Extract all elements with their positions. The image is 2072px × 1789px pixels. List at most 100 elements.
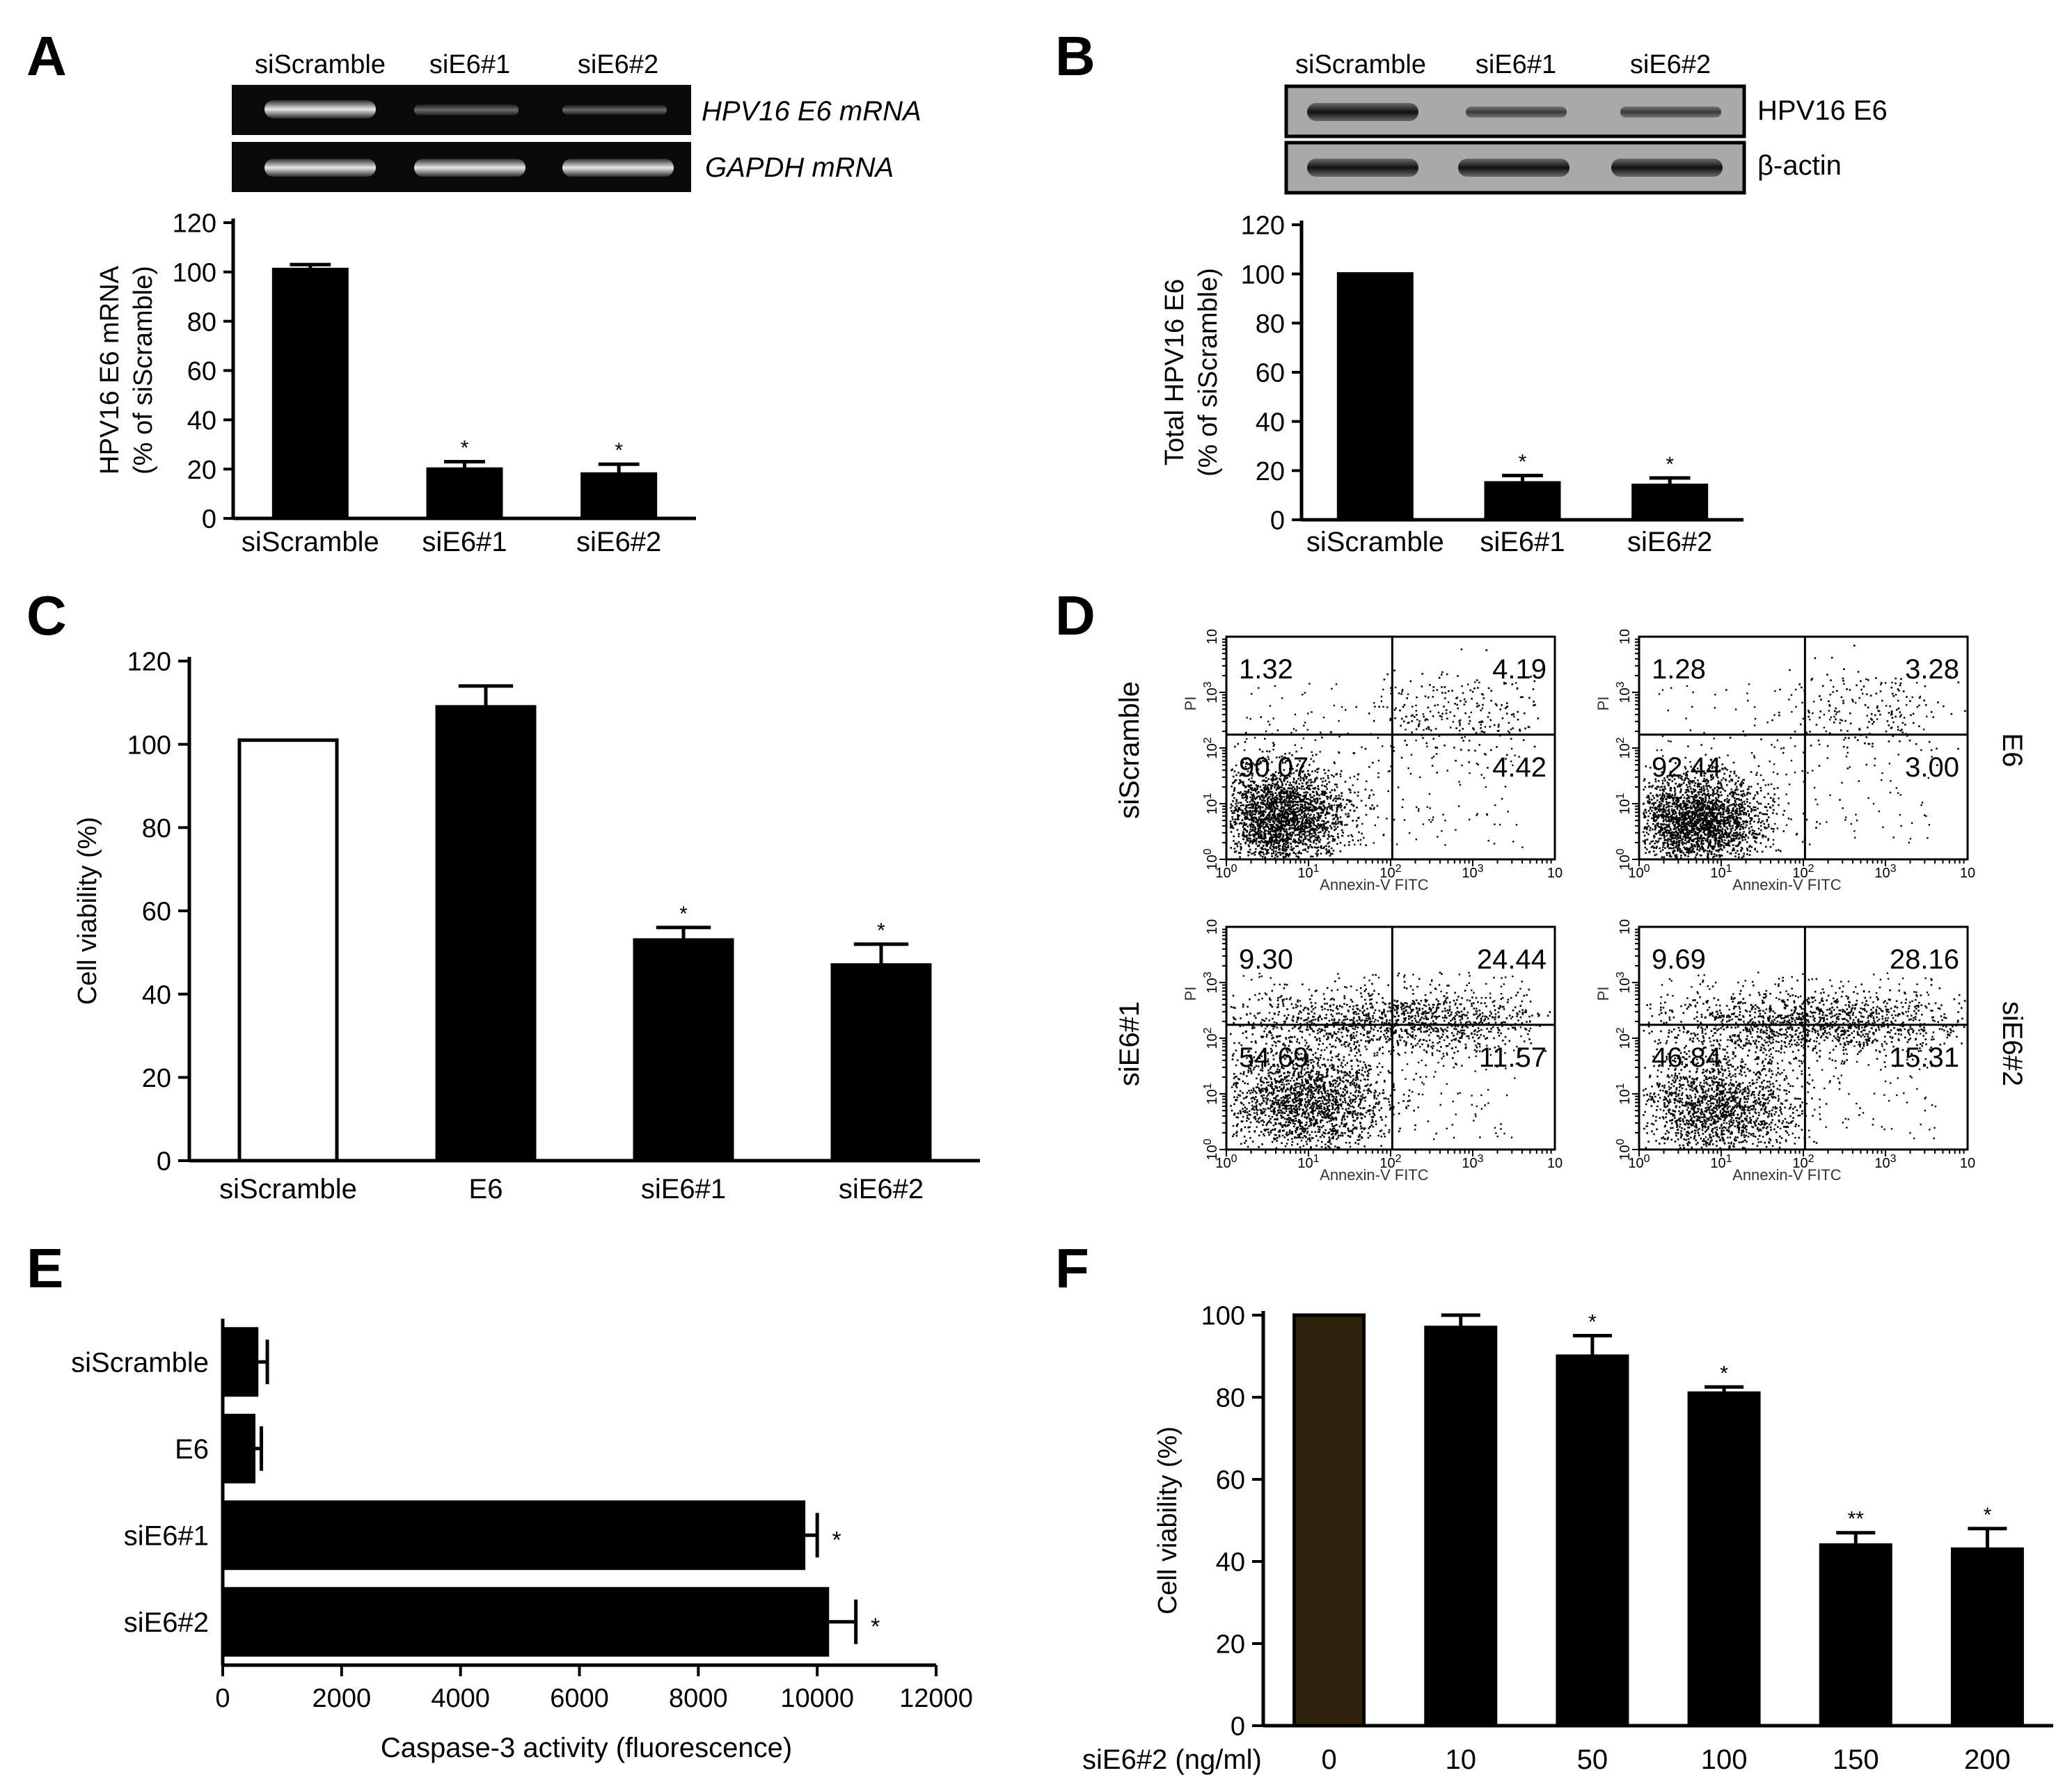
x-tick-label: 200 (1964, 1744, 2011, 1775)
x-tick-label: 12000 (899, 1684, 973, 1713)
y-tick-label: 103 (1615, 681, 1633, 703)
y-tick-label: 10 (1205, 629, 1220, 644)
x-tick-label: 10000 (780, 1684, 854, 1713)
gel-a-band (264, 159, 376, 177)
panel-letter-a: A (26, 25, 67, 87)
y-axis-label: PI (1595, 697, 1612, 711)
x-tick-label: 100 (1701, 1744, 1748, 1775)
bar-siE6#2 (1631, 484, 1709, 522)
x-tick-label: 10 (1960, 866, 1975, 881)
quadrant-value-ur: 4.19 (1492, 654, 1547, 685)
y-tick-label: 80 (1216, 1384, 1245, 1413)
x-tick-label: 50 (1577, 1744, 1608, 1775)
panel-letter-c: C (26, 585, 67, 646)
flow-events (1230, 971, 1551, 1150)
significance-mark: * (1984, 1504, 1992, 1527)
flow-row-label: siE6#1 (1114, 1001, 1145, 1086)
y-tick-label: 60 (1256, 359, 1285, 388)
y-tick-label: 0 (157, 1147, 171, 1177)
x-tick-label: siE6#2 (1627, 527, 1712, 557)
blot-b-label-2: β-actin (1757, 150, 1842, 181)
significance-mark: ** (1848, 1508, 1865, 1531)
y-tick-label: 20 (187, 456, 216, 485)
y-tick-label: 10 (1618, 629, 1633, 644)
x-tick-label: siScramble (1306, 527, 1444, 557)
quadrant-value-lr: 15.31 (1890, 1042, 1959, 1073)
y-tick-label: 101 (1615, 793, 1633, 814)
panel-d-flow: siScramble siE6#1 E6 siE6#2 1.32 4.19 90.0… (1114, 629, 2027, 1184)
y-tick-label: 20 (1216, 1630, 1245, 1660)
chart-b-bar: 0 20 40 60 80 100 120 siScramble * siE6#1 * siE6#2 T… (1160, 212, 1743, 557)
x-tick-label: siE6#1 (641, 1174, 726, 1204)
quadrant-value-ur: 3.28 (1905, 654, 1959, 685)
quadrant-value-ul: 9.69 (1652, 944, 1706, 975)
y-tick-label: 103 (1615, 971, 1633, 993)
x-tick-label: siE6#2 (576, 527, 661, 557)
x-axis-label: Annexin-V FITC (1320, 1166, 1429, 1184)
x-axis-label: Annexin-V FITC (1732, 876, 1842, 893)
y-tick-label: 60 (142, 898, 171, 927)
y-tick-label: 120 (1241, 212, 1285, 241)
significance-mark: * (679, 903, 688, 925)
panel-letter-e: E (26, 1237, 63, 1299)
y-axis-label: HPV16 E6 mRNA (95, 265, 125, 475)
blot-b-band (1466, 106, 1567, 118)
x-tick-label: 2000 (313, 1684, 372, 1713)
bar-siE6#1 (426, 467, 503, 520)
quadrant-value-ur: 28.16 (1890, 944, 1959, 975)
gel-a-lane-1: siScramble (255, 50, 386, 79)
gel-a-label-2: GAPDH mRNA (705, 152, 894, 183)
chart-e-hbar: 0 2000 4000 6000 8000 10000 12000 siScramble E6 *… (71, 1319, 973, 1763)
panel-letter-d: D (1055, 585, 1096, 646)
bar-siE6#2 (830, 963, 932, 1163)
x-axis-label: Annexin-V FITC (1732, 1166, 1842, 1184)
x-tick-label: 10 (1960, 1156, 1975, 1171)
blot-b-label-1: HPV16 E6 (1757, 95, 1888, 126)
quadrant-value-lr: 4.42 (1492, 752, 1547, 783)
y-tick-label: 100 (1202, 848, 1220, 870)
y-tick-label: E6 (175, 1434, 209, 1465)
quadrant-value-lr: 3.00 (1905, 752, 1959, 783)
quadrant-value-ul: 1.28 (1652, 654, 1706, 685)
x-tick-label: siE6#2 (839, 1174, 924, 1204)
x-tick-label: 6000 (550, 1684, 609, 1713)
y-tick-label: 100 (1202, 1138, 1220, 1160)
bar-50 (1556, 1354, 1629, 1728)
y-tick-label: 20 (142, 1064, 171, 1093)
quadrant-value-ul: 1.32 (1239, 654, 1293, 685)
y-tick-label: 60 (187, 357, 216, 386)
y-tick-label: siE6#2 (124, 1607, 209, 1638)
y-tick-label: 100 (1201, 1302, 1245, 1331)
bar-100 (1687, 1391, 1761, 1728)
y-tick-label: 102 (1202, 1027, 1220, 1049)
panel-letter-f: F (1055, 1237, 1089, 1299)
y-tick-label: 80 (142, 814, 171, 843)
gel-a-label-1: HPV16 E6 mRNA (702, 96, 922, 127)
significance-mark: * (1720, 1362, 1728, 1385)
y-tick-label: 10 (1618, 919, 1633, 935)
y-axis-label: (% of siScramble) (129, 266, 158, 475)
bar-siScramble (271, 267, 349, 520)
y-tick-label: 40 (1216, 1548, 1245, 1577)
x-tick-label: 10 (1446, 1744, 1477, 1775)
panel-letter-b: B (1055, 25, 1096, 87)
y-tick-label: 100 (1615, 848, 1633, 870)
flow-row-label: siScramble (1114, 681, 1145, 819)
x-tick-label: 8000 (669, 1684, 728, 1713)
y-axis-label: PI (1595, 987, 1612, 1001)
blot-b-band (1620, 106, 1721, 118)
y-tick-label: 40 (1256, 408, 1285, 437)
y-tick-label: 100 (173, 259, 216, 288)
quadrant-value-ul: 9.30 (1239, 944, 1293, 975)
significance-mark: * (1666, 453, 1674, 476)
significance-mark: * (877, 919, 885, 942)
blot-b-lane-3: siE6#2 (1630, 50, 1711, 79)
y-axis-label: Cell viability (%) (73, 817, 102, 1005)
y-tick-label: 60 (1216, 1466, 1245, 1495)
x-axis-label: Caspase-3 activity (fluorescence) (381, 1733, 792, 1763)
y-tick-label: 100 (1241, 260, 1285, 289)
gel-a-lane-3: siE6#2 (578, 50, 658, 79)
